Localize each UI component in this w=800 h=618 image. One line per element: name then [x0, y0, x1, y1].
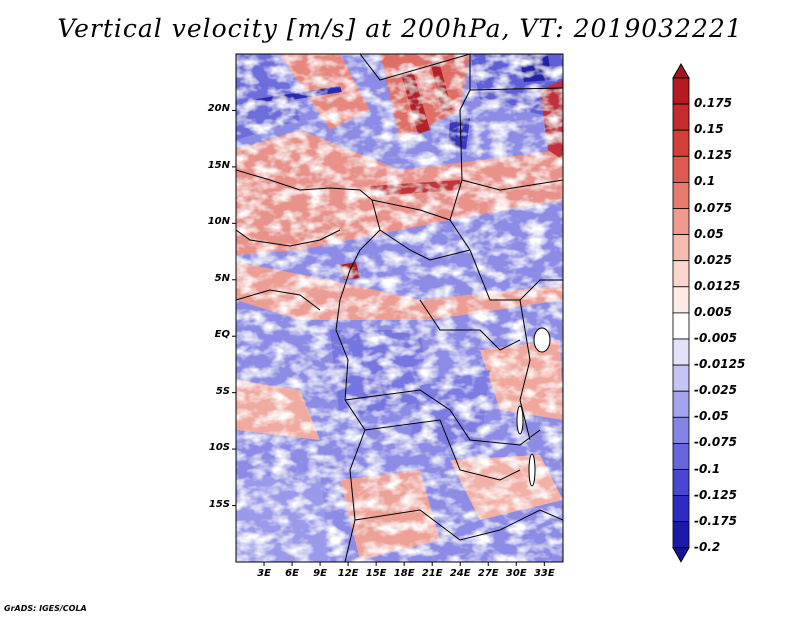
lat-label: 10S [208, 442, 230, 454]
colorbar-swatch [672, 338, 690, 366]
colorbar-level-label: 0.005 [694, 304, 732, 319]
colorbar-swatch [672, 234, 690, 262]
lon-label: 33E [533, 568, 555, 579]
colorbar-swatch [672, 390, 690, 418]
colorbar-swatch [672, 129, 690, 157]
colorbar-swatch [672, 77, 690, 105]
colorbar-swatch [672, 260, 690, 288]
colorbar-level-label: -0.075 [694, 435, 737, 450]
colorbar-top-arrow [672, 62, 690, 79]
colorbar-swatch [672, 286, 690, 314]
colorbar-swatch [672, 312, 690, 340]
lat-label: 10N [207, 216, 230, 228]
colorbar-level-label: 0.1 [694, 174, 716, 189]
lon-label: 3E [257, 568, 271, 579]
colorbar-swatch [672, 208, 690, 236]
colorbar-level-label: -0.2 [694, 539, 721, 554]
lon-label: 6E [285, 568, 299, 579]
lat-label: 5N [214, 272, 230, 284]
colorbar-swatch [672, 364, 690, 392]
colorbar-level-label: 0.15 [694, 122, 724, 137]
colorbar-level-label: 0.075 [694, 200, 732, 215]
colorbar-level-label: -0.05 [694, 409, 729, 424]
chart-title: Vertical velocity [m/s] at 200hPa, VT: 2… [57, 14, 743, 43]
lon-label: 15E [365, 568, 387, 579]
lat-label: EQ [214, 329, 230, 341]
colorbar-swatch [672, 103, 690, 131]
colorbar-swatch [672, 155, 690, 183]
colorbar-level-label: -0.005 [694, 331, 737, 345]
lon-label: 12E [337, 568, 359, 579]
colorbar-level-label: 0.025 [694, 252, 732, 267]
lon-label: 24E [449, 568, 471, 579]
colorbar-level-label: -0.175 [694, 513, 737, 528]
lon-label: 27E [477, 568, 499, 579]
lon-label: 18E [393, 568, 415, 579]
vertical-velocity-field [236, 54, 563, 562]
lat-label: 5S [215, 385, 230, 397]
colorbar-swatch [672, 495, 690, 523]
lon-label: 9E [313, 568, 327, 579]
colorbar-level-label: 0.0125 [694, 278, 741, 293]
lat-label: 15S [208, 498, 230, 510]
grads-credit: GrADS: IGES/COLA [4, 604, 87, 613]
colorbar-level-label: -0.0125 [694, 357, 746, 372]
colorbar-level-label: 0.05 [694, 226, 724, 241]
colorbar-level-label: 0.125 [694, 148, 732, 163]
colorbar-level-label: 0.175 [694, 96, 732, 111]
lat-label: 15N [207, 159, 230, 171]
lat-label: 20N [207, 103, 230, 115]
colorbar-swatch [672, 181, 690, 209]
lon-label: 30E [505, 568, 527, 579]
colorbar-level-label: -0.1 [694, 461, 721, 476]
colorbar-level-label: -0.125 [694, 487, 737, 502]
colorbar-swatch [672, 521, 690, 549]
colorbar-swatch [672, 442, 690, 470]
colorbar-swatch [672, 469, 690, 497]
colorbar-bottom-arrow [672, 547, 690, 563]
lon-label: 21E [421, 568, 443, 579]
colorbar-swatch [672, 416, 690, 444]
colorbar-level-label: -0.025 [694, 383, 737, 398]
